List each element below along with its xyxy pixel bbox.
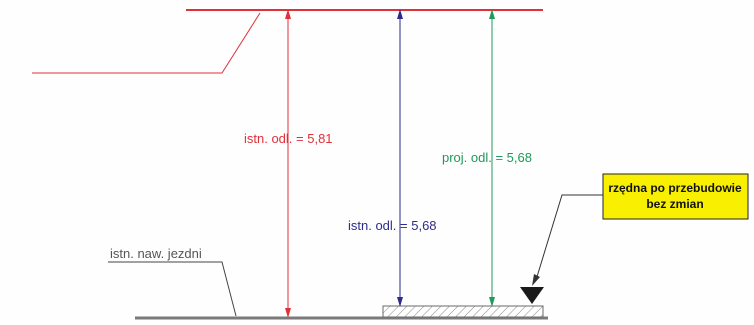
road-surface-leader: [108, 261, 237, 317]
new-pavement-hatch: [382, 305, 544, 318]
note-line-2: bez zmian: [646, 197, 703, 211]
overhead-leader: [32, 12, 261, 74]
note-leader-arrow-icon: [532, 274, 540, 286]
existing-clearance-label: istn. odl. = 5,81: [244, 131, 333, 146]
existing-after-clearance-label: istn. odl. = 5,68: [348, 218, 437, 233]
road-surface-label: istn. naw. jezdni: [110, 246, 202, 261]
triangle-down-icon: [520, 287, 544, 304]
designed-clearance-label: proj. odl. = 5,68: [442, 150, 532, 165]
note-line-1: rzędna po przebudowie: [608, 181, 742, 195]
note-leader: [535, 194, 603, 281]
note-box: [602, 173, 749, 220]
